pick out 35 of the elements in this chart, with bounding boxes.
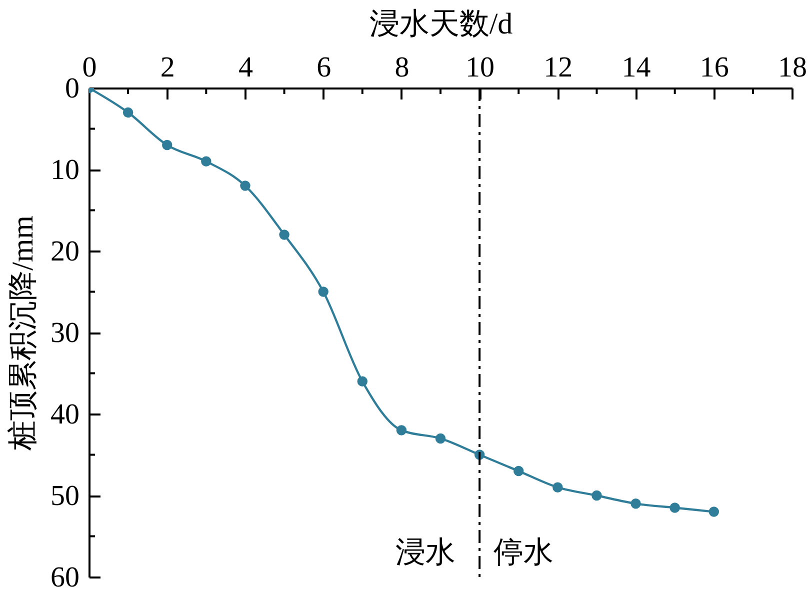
x-tick-label: 8	[394, 52, 410, 84]
point	[162, 140, 172, 150]
x-tick-label: 4	[238, 52, 254, 84]
y-tick-label: 10	[50, 154, 80, 186]
y-tick-label: 20	[50, 236, 80, 268]
point	[670, 502, 680, 513]
point	[396, 425, 407, 436]
annotation: 停水	[494, 536, 554, 569]
annotation: 浸水	[396, 536, 456, 569]
x-tick-label: 10	[466, 52, 495, 84]
point	[240, 180, 250, 191]
point	[122, 107, 134, 118]
point	[318, 286, 328, 297]
x-tick-label: 2	[160, 52, 175, 84]
y-tick-label: 50	[50, 480, 80, 512]
x-tick-label: 18	[778, 52, 807, 84]
y-tick-label: 40	[50, 398, 80, 430]
point	[279, 230, 290, 240]
y-axis-title: 桩顶累积沉降/mm	[6, 215, 40, 452]
x-tick-label: 12	[544, 52, 573, 84]
x-tick-label: 14	[622, 52, 652, 84]
point	[708, 506, 720, 517]
y-tick-label: 60	[50, 562, 80, 594]
point	[435, 433, 446, 444]
point	[357, 376, 368, 387]
x-tick-label: 6	[316, 52, 332, 84]
point	[592, 490, 602, 501]
y-tick-label: 0	[65, 72, 80, 104]
point	[552, 482, 563, 492]
x-axis-title: 浸水天数/d	[369, 8, 513, 40]
point	[630, 498, 641, 509]
point	[201, 156, 212, 166]
x-tick-label: 16	[700, 52, 729, 84]
y-tick-label: 30	[50, 317, 80, 349]
point	[513, 466, 524, 476]
